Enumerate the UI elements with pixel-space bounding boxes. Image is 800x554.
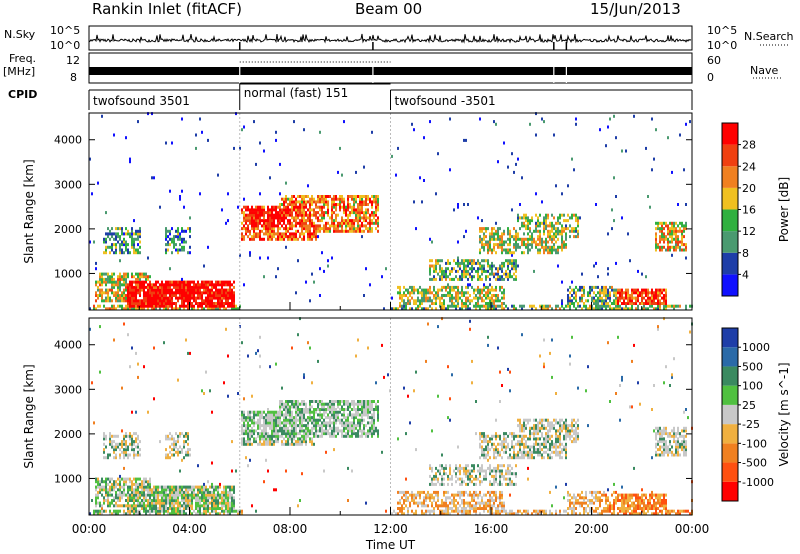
nsky-left-tick-bottom: 10^0	[50, 39, 80, 52]
panel1-colorbar-frame	[721, 327, 739, 502]
panel0-colorbar-swatch-4	[722, 187, 738, 210]
panel1-colorbar-label-4: -25	[742, 418, 760, 431]
panel1-colorbar-swatch-8	[722, 328, 738, 348]
cpid-segment-label-0: twofsound 3501	[93, 94, 190, 108]
panel1-colorbar-swatch-2	[722, 443, 738, 463]
panel0-colorbar-label-3: 16	[742, 204, 756, 217]
panel0-colorbar-label-1: 8	[742, 247, 749, 260]
nsky-right-tick-top: 10^5	[707, 24, 737, 37]
panel0-colorbar-swatch-2	[722, 231, 738, 253]
panel1-colorbar-label-1: 500	[742, 360, 763, 373]
freq-trace-band	[89, 67, 692, 75]
panel1-ytick-label-2: 3000	[54, 383, 82, 396]
nsky-right-tick-bottom: 10^0	[707, 39, 737, 52]
panel1-ytick-label-0: 1000	[54, 472, 82, 485]
panel0-colorbar-swatch-1	[722, 252, 738, 275]
panel0-ylabel: Slant Range [km]	[22, 159, 36, 263]
panel0-ytick-label-0: 1000	[54, 267, 82, 280]
panel0-colorbar-swatch-6	[722, 144, 738, 167]
date-label: 15/Jun/2013	[590, 0, 681, 18]
nave-label: Nave	[750, 64, 779, 77]
panel1-colorbar-label-6: -500	[742, 457, 767, 470]
panel1-colorbar-swatch-1	[722, 462, 738, 482]
panel0-colorbar-label-4: 20	[742, 182, 756, 195]
panel0-colorbar-swatch-0	[722, 274, 738, 296]
panel1-ytick-label-1: 2000	[54, 428, 82, 441]
panel0-colorbar-label-0: 4	[742, 268, 749, 281]
nave-right-tick-bottom: 0	[707, 71, 714, 84]
panel0-colorbar-label-6: 28	[742, 139, 756, 152]
xtick-label-1: 04:00	[172, 522, 207, 536]
panel1-colorbar-label-7: -1000	[742, 476, 774, 489]
panel1-colorbar-swatch-6	[722, 366, 738, 386]
nsky-panel-frame	[88, 25, 693, 51]
panel0-colorbar-swatch-5	[722, 166, 738, 188]
panel0-colorbar-label-5: 24	[742, 160, 756, 173]
panel1-colorbar-swatch-4	[722, 404, 738, 425]
power-heatmap	[89, 112, 693, 311]
panel0-ytick-label-2: 3000	[54, 178, 82, 191]
freq-unit-label: [MHz]	[3, 65, 36, 78]
xtick-label-4: 16:00	[474, 522, 509, 536]
nsky-label: N.Sky	[4, 28, 36, 41]
panel0-colorbar-label-2: 12	[742, 225, 756, 238]
panel1-colorbar-title: Velocity [m s^-1]	[777, 362, 791, 466]
x-axis-label: Time UT	[365, 538, 416, 552]
freq-label: Freq.	[9, 52, 37, 65]
panel0-colorbar-title: Power [dB]	[777, 177, 791, 242]
cpid-label: CPID	[8, 88, 38, 101]
xtick-label-2: 08:00	[273, 522, 308, 536]
nave-right-tick-top: 60	[707, 54, 721, 67]
panel1-colorbar-swatch-3	[722, 424, 738, 444]
panel0-colorbar-swatch-7	[722, 123, 738, 145]
panel1-ytick-label-3: 4000	[54, 339, 82, 352]
panel1-colorbar-label-3: 25	[742, 399, 756, 412]
cpid-segment-label-2: twofsound -3501	[395, 94, 496, 108]
xtick-label-3: 12:00	[373, 522, 408, 536]
xtick-label-0: 00:00	[72, 522, 107, 536]
xtick-label-6: 00:00	[675, 522, 710, 536]
beam-label: Beam 00	[355, 0, 423, 18]
panel1-colorbar-label-0: 1000	[742, 341, 770, 354]
cpid-segment-label-1: normal (fast) 151	[244, 86, 348, 100]
nsearch-label: N.Search	[744, 30, 794, 43]
panel1-colorbar-swatch-7	[722, 347, 738, 367]
panel1-colorbar-label-5: -100	[742, 437, 767, 450]
panel1-colorbar-label-2: 100	[742, 380, 763, 393]
panel1-ylabel: Slant Range [km]	[22, 364, 36, 468]
panel0-ytick-label-1: 2000	[54, 223, 82, 236]
freq-left-tick-bottom: 8	[70, 71, 77, 84]
freq-left-tick-top: 12	[66, 54, 80, 67]
panel1-colorbar-swatch-0	[722, 481, 738, 501]
xtick-label-5: 20:00	[574, 522, 609, 536]
chart-title: Rankin Inlet (fitACF)	[92, 0, 243, 18]
nsky-left-tick-top: 10^5	[50, 24, 80, 37]
panel0-ytick-label-3: 4000	[54, 134, 82, 147]
nsky-trace	[88, 33, 692, 44]
panel1-colorbar-swatch-5	[722, 385, 738, 405]
panel0-colorbar-swatch-3	[722, 209, 738, 232]
